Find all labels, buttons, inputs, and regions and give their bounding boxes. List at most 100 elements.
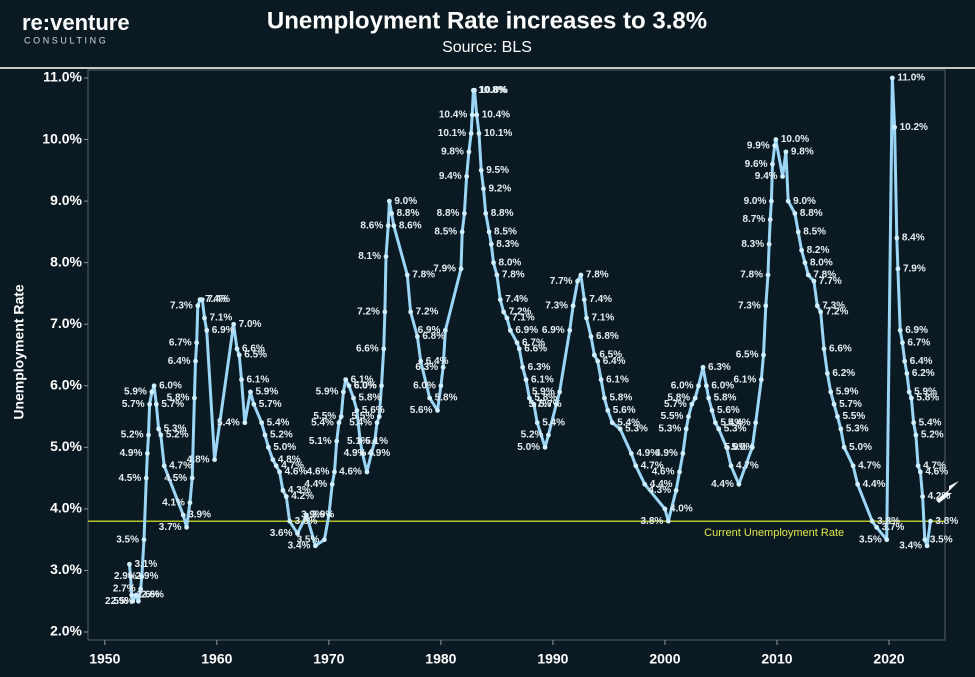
chart-subtitle: Source: BLS — [442, 39, 532, 56]
data-label: 5.5% — [842, 411, 865, 422]
data-point — [696, 383, 701, 389]
data-point — [841, 444, 847, 450]
data-point — [728, 463, 734, 469]
reference-label: Current Unemployment Rate — [704, 527, 844, 539]
data-label: 4.9% — [655, 448, 678, 459]
data-point — [892, 124, 897, 130]
data-label: 7.8% — [412, 270, 435, 281]
logo-sub: CONSULTING — [24, 35, 108, 45]
data-label: 10.8% — [478, 85, 506, 96]
data-label: 2.6% — [137, 590, 160, 601]
data-point — [404, 272, 410, 278]
y-tick-label: 11.0% — [43, 69, 82, 85]
x-tick-label: 2020 — [873, 651, 904, 667]
data-label: 2.6% — [141, 590, 164, 601]
data-label: 4.4% — [863, 479, 886, 490]
data-label: 9.0% — [744, 196, 767, 207]
data-point — [329, 481, 335, 487]
data-label: 6.5% — [244, 350, 267, 361]
data-point — [799, 247, 805, 253]
data-label: 3.8% — [295, 516, 318, 527]
data-point — [900, 340, 905, 346]
data-label: 3.6% — [270, 528, 293, 539]
data-label: 4.6% — [652, 467, 675, 478]
data-point — [147, 401, 153, 407]
data-label: 7.4% — [207, 294, 230, 305]
data-label: 4.9% — [344, 448, 367, 459]
data-point — [313, 543, 318, 549]
data-label: 4.6% — [339, 467, 362, 478]
data-label: 7.1% — [210, 313, 233, 324]
data-label: 10.2% — [900, 122, 928, 133]
data-point — [262, 432, 268, 438]
data-point — [595, 358, 601, 364]
data-label: 8.0% — [499, 257, 522, 268]
data-point — [280, 488, 286, 493]
x-tick-label: 1970 — [313, 651, 344, 667]
data-label: 7.8% — [740, 270, 763, 281]
data-point — [389, 211, 394, 216]
data-point — [749, 444, 755, 450]
data-label: 2.9% — [136, 571, 159, 582]
data-label: 3.5% — [297, 534, 320, 545]
data-point — [795, 229, 801, 235]
logo: re:venture — [22, 10, 130, 35]
data-label: 7.7% — [819, 276, 842, 287]
data-label: 5.0% — [517, 442, 540, 453]
data-label: 4.7% — [169, 460, 192, 471]
data-point — [391, 223, 397, 229]
data-point — [130, 598, 136, 604]
data-point — [374, 420, 380, 426]
data-label: 4.7% — [736, 460, 759, 471]
data-label: 8.2% — [807, 245, 830, 256]
data-point — [408, 309, 414, 315]
data-point — [458, 266, 464, 272]
data-label: 5.4% — [217, 417, 240, 428]
data-point — [584, 315, 589, 321]
data-label: 5.2% — [166, 430, 189, 441]
data-label: 6.5% — [736, 350, 759, 361]
data-point — [915, 463, 921, 469]
data-label: 7.1% — [592, 313, 615, 324]
data-point — [617, 426, 623, 432]
data-point — [304, 512, 309, 518]
data-point — [692, 395, 698, 401]
x-tick-label: 1950 — [89, 651, 120, 667]
data-point — [811, 278, 817, 284]
data-point — [889, 75, 895, 81]
data-label: 6.4% — [426, 356, 449, 367]
data-point — [516, 346, 522, 352]
data-point — [609, 420, 615, 426]
data-label: 6.4% — [910, 356, 933, 367]
data-point — [338, 414, 344, 419]
data-label: 11.0% — [897, 73, 925, 84]
data-point — [677, 469, 682, 475]
data-point — [459, 229, 465, 235]
data-label: 4.9% — [120, 448, 143, 459]
data-point — [908, 395, 914, 401]
data-point — [792, 211, 798, 216]
data-point — [332, 469, 337, 475]
data-point — [184, 524, 189, 530]
data-point — [239, 377, 244, 383]
data-point — [360, 451, 365, 456]
data-label: 5.7% — [664, 399, 687, 410]
data-point — [689, 401, 695, 407]
data-label: 5.1% — [347, 436, 370, 447]
data-point — [768, 198, 774, 204]
data-label: 6.0% — [159, 380, 182, 391]
data-point — [906, 389, 912, 395]
data-point — [534, 420, 540, 426]
data-point — [821, 346, 827, 352]
data-label: 5.0% — [849, 442, 872, 453]
data-label: 7.2% — [416, 307, 439, 318]
data-label: 5.9% — [532, 387, 555, 398]
data-label: 3.9% — [301, 510, 324, 521]
data-label: 7.3% — [545, 300, 568, 311]
data-label: 6.8% — [596, 331, 619, 342]
data-label: 8.5% — [434, 227, 457, 238]
data-label: 5.8% — [534, 393, 557, 404]
